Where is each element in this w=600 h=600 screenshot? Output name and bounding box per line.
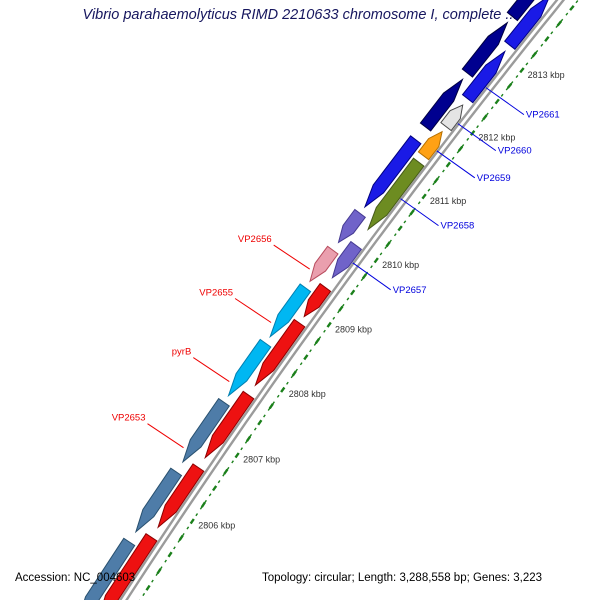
- ruler-label: 2809 kbp: [335, 324, 372, 334]
- gene-label-leader: [352, 262, 391, 291]
- gene-label-leader: [400, 198, 439, 227]
- gene-arrow[interactable]: [99, 533, 158, 600]
- gene-arrow-vp2656[interactable]: [309, 245, 339, 283]
- ruler-label: 2810 kbp: [382, 260, 419, 270]
- gene-arrow-vp2659[interactable]: [417, 130, 443, 161]
- ruler-label: 2811 kbp: [430, 196, 466, 206]
- gene-label-vp2656[interactable]: VP2656: [238, 234, 272, 245]
- gene-label-leader: [485, 87, 525, 116]
- gene-arrow[interactable]: [419, 77, 464, 132]
- gene-arrow-vp2660[interactable]: [440, 104, 464, 132]
- gene-arrow-vp2658[interactable]: [367, 157, 425, 231]
- gene-arrow[interactable]: [503, 0, 550, 51]
- gene-arrow[interactable]: [254, 318, 306, 387]
- gene-label-leader: [457, 123, 497, 152]
- topology-summary-text: Topology: circular; Length: 3,288,558 bp…: [262, 572, 543, 584]
- gene-arrow[interactable]: [337, 208, 367, 244]
- gene-label-pyrb[interactable]: pyrB: [172, 347, 192, 358]
- gene-arrow[interactable]: [79, 537, 136, 600]
- ruler-label: 2813 kbp: [528, 70, 565, 80]
- gene-label-vp2660[interactable]: VP2660: [498, 146, 532, 157]
- ruler-tick-marks-major: [145, 5, 575, 591]
- gene-arrow[interactable]: [461, 21, 509, 78]
- ruler-label: 2807 kbp: [243, 455, 280, 465]
- accession-text: Accession: NC_004603: [15, 572, 136, 584]
- page-title: Vibrio parahaemolyticus RIMD 2210633 chr…: [82, 7, 518, 23]
- gene-label-vp2653[interactable]: VP2653: [112, 413, 146, 424]
- gene-label-vp2659[interactable]: VP2659: [477, 173, 511, 184]
- ruler-label: 2808 kbp: [289, 389, 326, 399]
- gene-arrow[interactable]: [157, 463, 205, 529]
- chromosome-backbone: [125, 0, 566, 600]
- gene-label-vp2657[interactable]: VP2657: [393, 285, 427, 296]
- gene-arrow-vp2661[interactable]: [461, 50, 506, 104]
- gene-label-vp2658[interactable]: VP2658: [441, 221, 475, 232]
- gene-label-vp2661[interactable]: VP2661: [526, 110, 560, 121]
- gene-label-leader: [193, 357, 230, 383]
- gene-arrow-vp2653[interactable]: [181, 397, 230, 464]
- gene-arrow[interactable]: [134, 467, 183, 534]
- gene-arrow[interactable]: [303, 282, 332, 318]
- gene-arrow-pyrb[interactable]: [227, 338, 272, 398]
- ruler-label: 2806 kbp: [198, 521, 235, 531]
- gene-arrow-vp2655[interactable]: [269, 283, 312, 339]
- gene-label-leader: [273, 244, 310, 270]
- gene-label-vp2655[interactable]: VP2655: [199, 288, 233, 299]
- gene-label-leader: [147, 423, 184, 449]
- gene-arrow[interactable]: [506, 0, 550, 22]
- gene-arrow[interactable]: [363, 135, 422, 209]
- gene-arrow-vp2657[interactable]: [331, 240, 363, 279]
- ruler-tick-marks-minor: [139, 0, 579, 600]
- status-bar: Accession: NC_004603 Topology: circular;…: [0, 572, 600, 592]
- gene-label-leader: [436, 150, 476, 179]
- ruler-label: 2812 kbp: [478, 133, 515, 143]
- gene-label-leader: [234, 298, 272, 323]
- chromosome-backbone: [118, 0, 559, 600]
- gene-arrow[interactable]: [204, 390, 255, 460]
